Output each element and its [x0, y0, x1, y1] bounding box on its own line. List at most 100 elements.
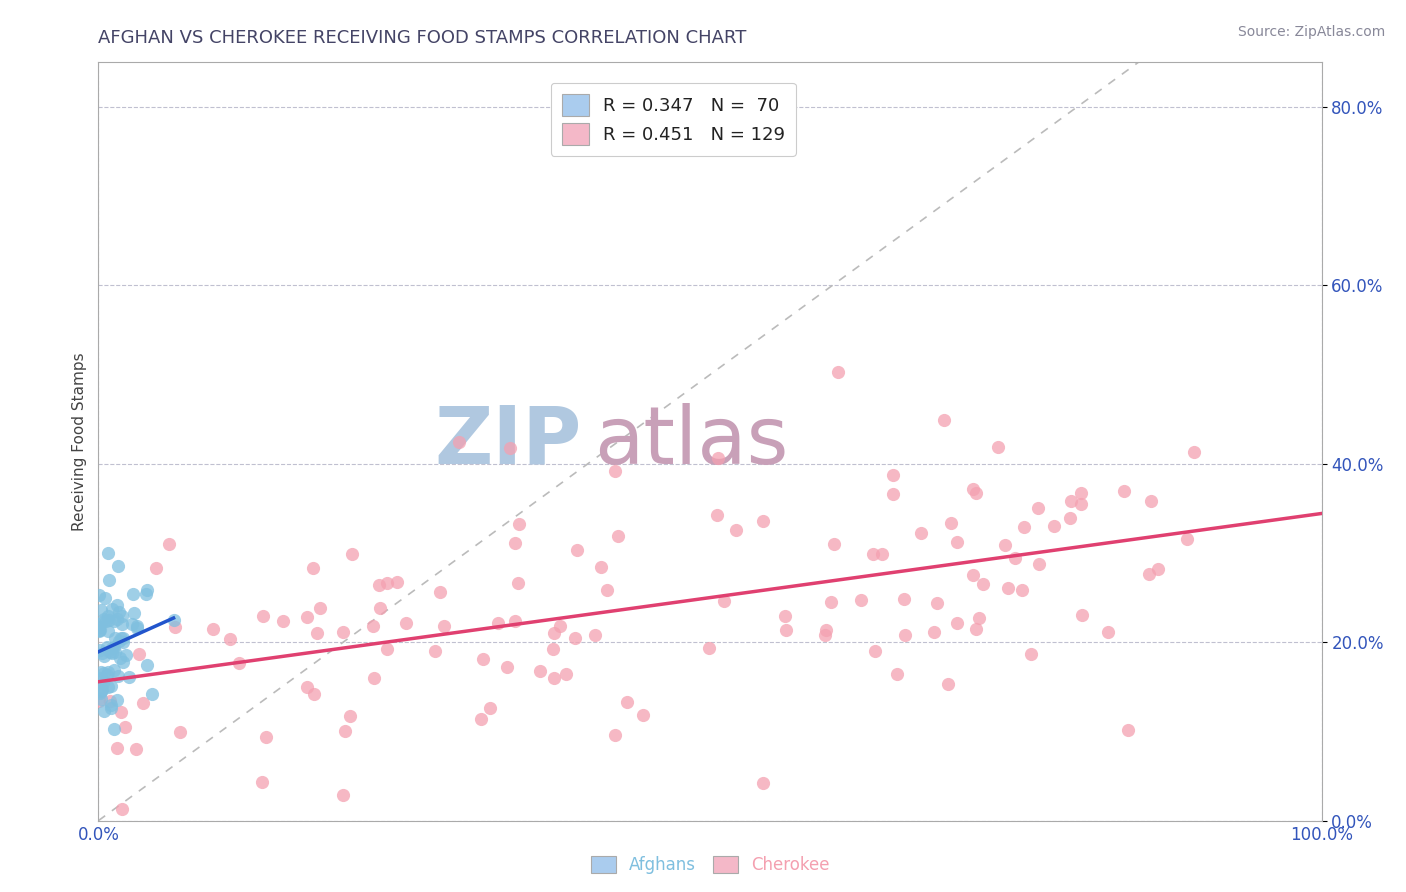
Point [1147, 562, 1170, 576]
Point [89, 624, 111, 638]
Point [340, 547, 363, 561]
Point [90, 603, 112, 617]
Point [872, 547, 894, 561]
Point [93, 704, 115, 718]
Point [775, 623, 797, 637]
Point [543, 671, 565, 685]
Point [932, 413, 955, 427]
Point [121, 587, 143, 601]
Point [503, 535, 526, 549]
Point [121, 617, 143, 632]
Point [97, 624, 120, 639]
Point [103, 640, 125, 654]
Point [295, 609, 318, 624]
Point [1070, 498, 1092, 512]
Point [98, 644, 121, 658]
Point [1182, 445, 1205, 459]
Point [87, 623, 110, 637]
Point [543, 625, 565, 640]
Point [304, 687, 326, 701]
Point [107, 669, 129, 683]
Point [122, 606, 145, 620]
Point [361, 619, 384, 633]
Point [145, 561, 167, 575]
Point [103, 614, 125, 628]
Point [115, 648, 138, 662]
Point [107, 633, 129, 648]
Point [103, 663, 125, 677]
Point [87, 693, 110, 707]
Text: AFGHAN VS CHEROKEE RECEIVING FOOD STAMPS CORRELATION CHART: AFGHAN VS CHEROKEE RECEIVING FOOD STAMPS… [98, 29, 747, 47]
Point [910, 526, 932, 541]
Point [815, 624, 838, 638]
Point [385, 575, 408, 590]
Point [962, 482, 984, 496]
Point [90, 684, 112, 698]
Point [101, 602, 124, 616]
Point [111, 802, 134, 816]
Point [107, 605, 129, 619]
Point [1114, 484, 1136, 499]
Point [508, 516, 530, 531]
Point [117, 670, 139, 684]
Point [162, 613, 184, 627]
Point [377, 575, 399, 590]
Point [1139, 566, 1161, 581]
Point [994, 538, 1017, 552]
Point [100, 640, 122, 655]
Point [98, 694, 121, 708]
Point [295, 681, 318, 695]
Point [103, 722, 125, 736]
Point [91, 646, 114, 660]
Point [823, 536, 845, 550]
Point [228, 656, 250, 670]
Point [93, 665, 115, 680]
Point [97, 573, 120, 587]
Point [433, 619, 456, 633]
Point [93, 649, 115, 664]
Point [307, 626, 329, 640]
Point [94, 591, 117, 605]
Point [110, 631, 132, 645]
Point [423, 644, 446, 658]
Point [98, 613, 121, 627]
Point [1019, 648, 1042, 662]
Point [136, 657, 159, 672]
Point [375, 641, 398, 656]
Point [111, 631, 134, 645]
Point [882, 487, 904, 501]
Text: atlas: atlas [593, 402, 789, 481]
Point [945, 615, 967, 630]
Point [591, 560, 613, 574]
Point [219, 632, 242, 647]
Point [773, 608, 796, 623]
Point [333, 724, 356, 739]
Point [1012, 519, 1035, 533]
Point [339, 709, 361, 723]
Point [1028, 558, 1050, 572]
Point [882, 467, 904, 482]
Point [1043, 519, 1066, 533]
Point [707, 451, 730, 466]
Point [1116, 723, 1139, 738]
Point [1060, 494, 1083, 508]
Point [111, 608, 134, 623]
Text: ZIP: ZIP [434, 402, 582, 481]
Point [633, 707, 655, 722]
Point [1070, 486, 1092, 500]
Point [368, 578, 391, 592]
Point [132, 696, 155, 710]
Point [252, 775, 274, 789]
Point [97, 665, 120, 680]
Point [927, 596, 949, 610]
Point [100, 701, 122, 715]
Point [555, 667, 578, 681]
Point [946, 535, 969, 549]
Point [332, 624, 354, 639]
Point [496, 660, 519, 674]
Point [136, 583, 159, 598]
Point [157, 537, 180, 551]
Point [252, 608, 274, 623]
Point [89, 643, 111, 657]
Point [499, 441, 522, 455]
